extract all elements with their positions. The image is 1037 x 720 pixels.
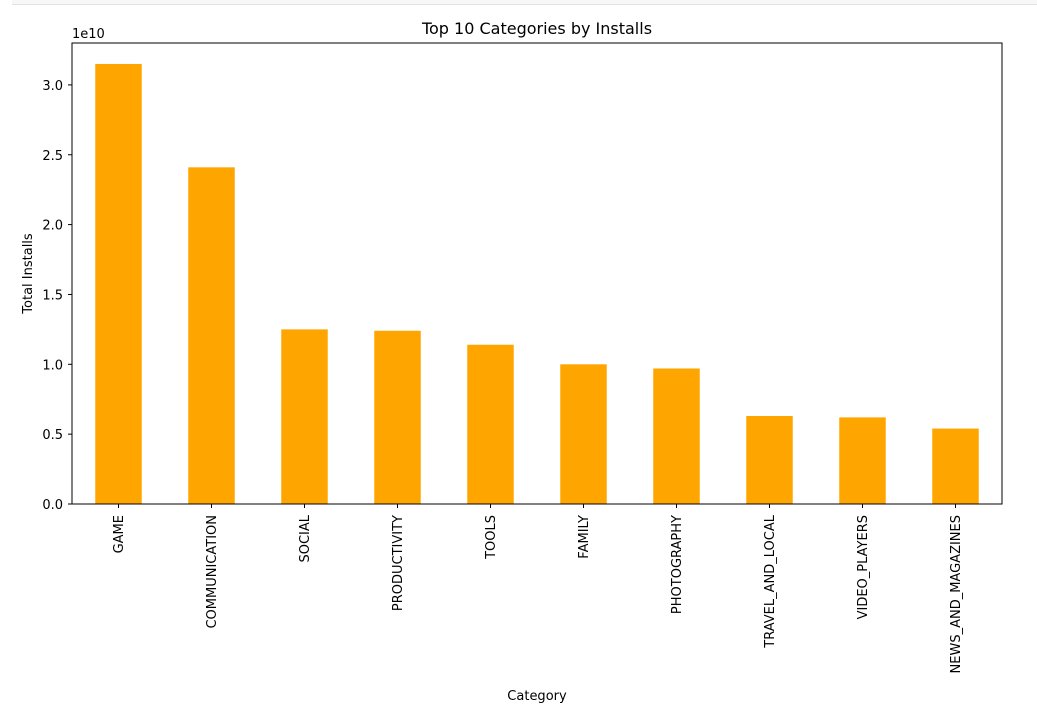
plot-frame [71, 42, 1003, 505]
x-tick-label: NEWS_AND_MAGAZINES [949, 515, 964, 673]
x-axis-ticks: GAME COMMUNICATION SOCIAL PRODUCTIVITY TOOLS… [112, 504, 964, 673]
bar-video-players [839, 417, 886, 504]
x-tick-label: SOCIAL [298, 514, 313, 562]
top-strip [12, 0, 1037, 5]
y-tick-label: 0.5 [42, 428, 63, 443]
bar-tools [467, 344, 514, 504]
y-tick-label: 3.0 [42, 79, 63, 94]
chart-title: Top 10 Categories by Installs [421, 19, 652, 38]
y-tick-label: 0.0 [42, 498, 63, 513]
y-tick-label: 1.5 [42, 288, 63, 303]
bars-group [95, 63, 979, 505]
y-axis-ticks: 0.0 0.5 1.0 1.5 2.0 2.5 3.0 [42, 79, 72, 513]
x-axis-label: Category [507, 689, 567, 704]
y-tick-label: 2.0 [42, 219, 63, 234]
x-tick-label: PRODUCTIVITY [391, 515, 406, 611]
x-tick-label: COMMUNICATION [205, 515, 220, 629]
bar-game [95, 63, 142, 505]
y-axis-offset-label: 1e10 [72, 27, 105, 42]
y-axis-label: Total Installs [21, 233, 36, 315]
x-tick-label: PHOTOGRAPHY [670, 515, 685, 614]
bar-family [560, 364, 607, 504]
bar-news-and-magazines [932, 428, 979, 504]
bar-communication [188, 167, 235, 504]
x-tick-label: VIDEO_PLAYERS [856, 515, 871, 619]
bar-social [281, 329, 328, 504]
y-tick-label: 2.5 [42, 149, 63, 164]
y-tick-label: 1.0 [42, 358, 63, 373]
bar-travel-and-local [746, 415, 793, 504]
x-tick-label: GAME [112, 515, 127, 553]
x-tick-label: TRAVEL_AND_LOCAL [763, 514, 778, 648]
bar-productivity [374, 330, 421, 504]
x-tick-label: FAMILY [577, 515, 592, 559]
bar-photography [653, 368, 700, 504]
x-tick-label: TOOLS [484, 515, 499, 560]
